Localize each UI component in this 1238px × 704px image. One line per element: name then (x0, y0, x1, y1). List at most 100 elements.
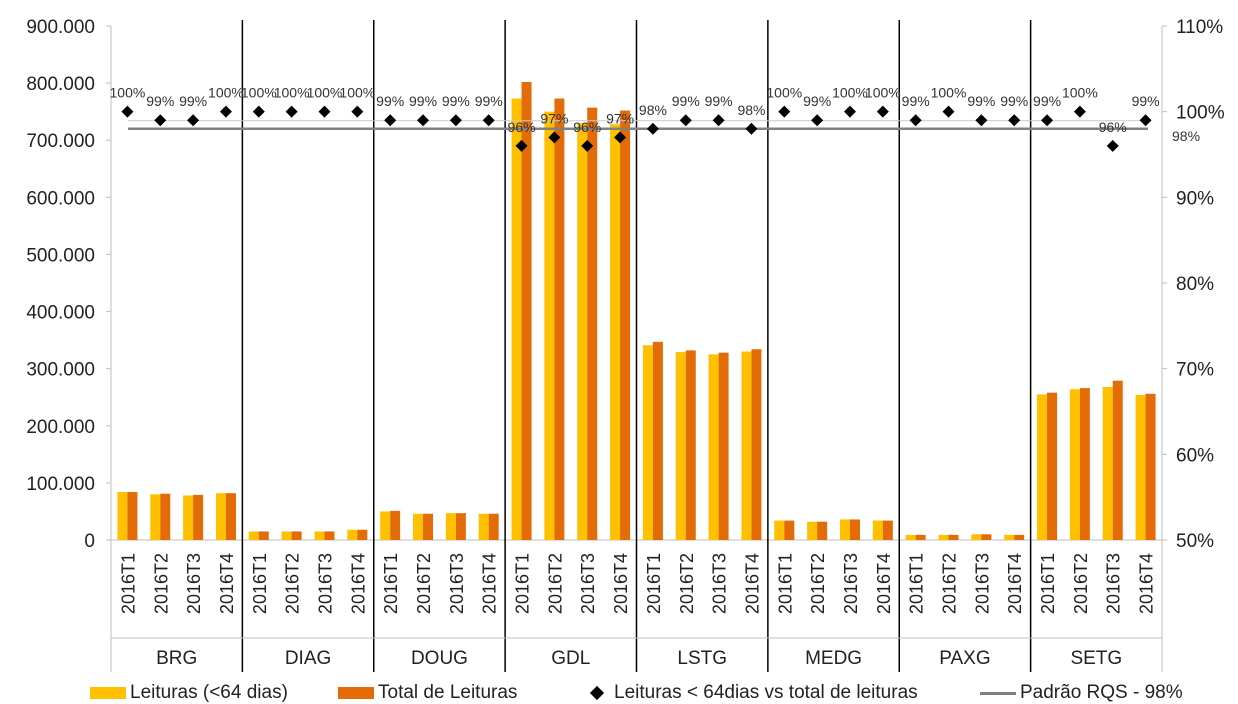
period-tick-label: 2016T2 (545, 553, 565, 614)
ratio-data-label: 99% (672, 93, 700, 109)
legend-swatch-leituras (90, 687, 126, 699)
group-label: LSTG (677, 648, 727, 669)
period-tick-label: 2016T3 (972, 553, 992, 614)
legend-swatch-standard (980, 691, 1016, 695)
bar-total (225, 493, 236, 540)
period-tick-label: 2016T4 (611, 553, 631, 614)
ratio-data-label: 100% (339, 85, 375, 101)
ratio-data-label: 96% (1099, 119, 1127, 135)
bar-leituras (675, 352, 686, 540)
legend-item-leituras: Leituras (<64 dias) (90, 682, 288, 704)
group-label: PAXG (939, 648, 990, 669)
bar-leituras (544, 111, 555, 541)
ratio-data-label: 100% (832, 85, 868, 101)
bar-leituras (314, 531, 325, 540)
period-tick-label: 2016T2 (677, 553, 697, 614)
y-right-tick-label: 80% (1176, 274, 1214, 295)
ratio-data-label: 99% (1132, 93, 1160, 109)
ratio-data-label: 99% (705, 93, 733, 109)
bar-leituras (445, 513, 456, 540)
ratio-data-label: 99% (146, 93, 174, 109)
group-label: SETG (1070, 648, 1122, 669)
ratio-marker (614, 131, 627, 144)
bar-leituras (215, 493, 226, 540)
bar-total (718, 352, 729, 540)
bar-leituras (183, 495, 194, 540)
ratio-marker (187, 114, 200, 127)
bar-total (488, 513, 499, 540)
ratio-data-label: 99% (475, 93, 503, 109)
bar-total (357, 529, 368, 540)
period-tick-label: 2016T4 (1137, 553, 1157, 614)
ratio-marker (909, 114, 922, 127)
ratio-marker (515, 139, 528, 152)
ratio-data-label: 98% (737, 102, 765, 118)
ratio-data-label: 99% (1000, 93, 1028, 109)
y-left-tick-label: 600.000 (26, 188, 95, 209)
legend-label-leituras: Leituras (<64 dias) (130, 682, 288, 703)
group-label: DOUG (411, 648, 468, 669)
bar-leituras (774, 520, 785, 540)
y-left-tick-label: 300.000 (26, 360, 95, 381)
period-tick-label: 2016T3 (710, 553, 730, 614)
ratio-data-label: 100% (766, 85, 802, 101)
bar-total (981, 534, 992, 540)
bar-leituras (248, 531, 259, 540)
ratio-marker (154, 114, 167, 127)
bar-leituras (708, 354, 719, 540)
legend-swatch-total (338, 687, 374, 699)
period-tick-label: 2016T2 (1071, 553, 1091, 614)
bar-leituras (938, 534, 949, 540)
ratio-data-label: 96% (573, 119, 601, 135)
ratio-marker (548, 131, 561, 144)
bar-total (915, 534, 926, 540)
bar-total (1014, 534, 1025, 540)
bar-total (587, 107, 598, 541)
period-tick-label: 2016T1 (250, 553, 270, 614)
y-left-tick-label: 0 (84, 531, 95, 552)
bar-leituras (347, 529, 358, 540)
ratio-marker (942, 105, 955, 118)
ratio-data-label: 98% (639, 102, 667, 118)
ratio-marker (482, 114, 495, 127)
bar-total (521, 81, 532, 541)
diamond-marker-icon (589, 685, 605, 701)
ratio-marker (712, 114, 725, 127)
legend: Leituras (<64 dias) Total de Leituras Le… (0, 678, 1238, 704)
y-left-tick-label: 900.000 (26, 17, 95, 38)
bar-total (1112, 380, 1123, 540)
bar-total (258, 531, 269, 540)
y-left-tick-label: 400.000 (26, 303, 95, 324)
ratio-data-label: 100% (274, 85, 310, 101)
bar-total (817, 521, 828, 540)
bar-total (291, 531, 302, 540)
group-label: MEDG (805, 648, 862, 669)
y-left-tick-label: 100.000 (26, 474, 95, 495)
period-tick-label: 2016T2 (414, 553, 434, 614)
bar-leituras (413, 513, 424, 540)
bar-total (882, 520, 893, 540)
standard-line-label: 98% (1172, 128, 1200, 144)
y-right-tick-label: 110% (1176, 17, 1223, 38)
bar-total (652, 341, 663, 540)
legend-label-total: Total de Leituras (378, 682, 518, 703)
period-tick-label: 2016T2 (283, 553, 303, 614)
legend-item-standard: Padrão RQS - 98% (980, 682, 1183, 704)
bar-total (948, 534, 959, 540)
bar-leituras (1102, 386, 1113, 540)
ratio-marker (581, 139, 594, 152)
bar-total (1079, 388, 1090, 540)
bar-leituras (642, 345, 653, 540)
ratio-marker (1041, 114, 1054, 127)
period-tick-label: 2016T2 (808, 553, 828, 614)
bar-total (685, 350, 696, 540)
bar-leituras (1135, 394, 1146, 540)
ratio-marker (646, 122, 659, 135)
ratio-data-label: 96% (508, 119, 536, 135)
ratio-marker (285, 105, 298, 118)
ratio-marker (975, 114, 988, 127)
bar-leituras (577, 123, 588, 540)
ratio-data-label: 100% (307, 85, 343, 101)
period-tick-label: 2016T4 (1005, 553, 1025, 614)
bar-leituras (511, 98, 522, 540)
